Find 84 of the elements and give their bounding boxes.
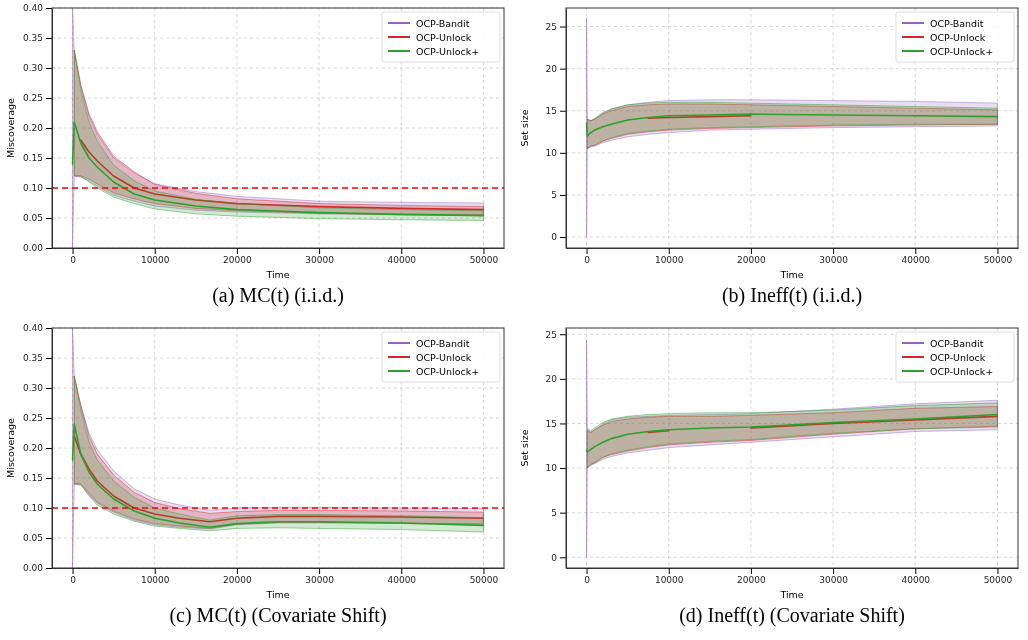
x-tick-label: 30000: [305, 255, 335, 266]
y-axis-title: Miscoverage: [5, 417, 16, 478]
text: (d) Ineff(t) (Covariate Shift): [679, 604, 905, 627]
x-tick-label: 30000: [819, 255, 849, 266]
x-tick-label: 0: [584, 575, 591, 586]
x-tick-label: 50000: [983, 255, 1013, 266]
line-series: [585, 413, 999, 453]
y-tick-label: 0.05: [22, 213, 43, 224]
x-tick-label: 0: [70, 575, 77, 586]
y-tick-label: 0.35: [22, 33, 43, 44]
y-tick-label: 0.00: [22, 563, 44, 574]
y-axis-title: Miscoverage: [5, 97, 16, 158]
y-tick-label: 10: [545, 148, 558, 159]
x-tick-label: 10000: [140, 255, 170, 266]
x-tick-label: 50000: [983, 575, 1013, 586]
x-tick-label: 40000: [387, 255, 417, 266]
x-axis-title: Time: [265, 589, 290, 600]
y-tick-label: 0.30: [22, 383, 44, 394]
y-tick-label: 0.00: [22, 243, 44, 254]
y-tick-label: 0.20: [22, 443, 44, 454]
y-tick-label: 0.30: [22, 63, 44, 74]
x-axis-title: Time: [779, 589, 804, 600]
x-tick-label: 40000: [387, 575, 417, 586]
y-tick-label: 0.25: [22, 413, 43, 424]
y-axis-title: Set size: [519, 109, 530, 147]
y-tick-label: 0.40: [22, 3, 44, 14]
y-tick-label: 15: [545, 106, 557, 117]
legend-label: OCP-Unlock+: [416, 45, 480, 57]
y-tick-label: 10: [545, 463, 558, 474]
y-tick-label: 0.10: [22, 183, 44, 194]
y-tick-label: 0.15: [22, 473, 43, 484]
legend-label: OCP-Bandit: [416, 17, 470, 29]
x-axis-title: Time: [779, 269, 804, 280]
y-tick-label: 0.20: [22, 123, 44, 134]
x-tick-label: 20000: [223, 575, 252, 586]
x-tick-label: 30000: [819, 575, 849, 586]
x-tick-label: 20000: [737, 575, 766, 586]
legend-label: OCP-Unlock: [416, 351, 472, 363]
y-tick-label: 0: [551, 552, 558, 563]
legend-label: OCP-Unlock: [416, 31, 472, 43]
x-tick-label: 10000: [654, 575, 684, 586]
line-series: [73, 435, 485, 523]
x-tick-label: 10000: [654, 255, 684, 266]
text: (a) MC(t) (i.i.d.): [212, 284, 344, 307]
text: (c) MC(t) (Covariate Shift): [169, 604, 387, 627]
x-tick-label: 10000: [140, 575, 170, 586]
legend-label: OCP-Unlock+: [930, 365, 994, 377]
x-tick-label: 20000: [737, 255, 766, 266]
y-tick-label: 25: [545, 21, 557, 32]
legend-label: OCP-Unlock+: [930, 45, 994, 57]
line-series: [585, 113, 999, 137]
legend-label: OCP-Unlock: [930, 351, 986, 363]
y-tick-label: 0.40: [22, 323, 44, 334]
legend-label: OCP-Unlock+: [416, 365, 480, 377]
y-tick-label: 0.35: [22, 353, 43, 364]
x-axis-title: Time: [265, 269, 290, 280]
x-tick-label: 50000: [469, 575, 499, 586]
x-tick-label: 50000: [469, 255, 499, 266]
x-tick-label: 0: [70, 255, 77, 266]
legend-label: OCP-Bandit: [930, 17, 984, 29]
y-axis-title: Set size: [519, 429, 530, 467]
y-tick-label: 0.15: [22, 153, 43, 164]
y-tick-label: 0: [551, 232, 558, 243]
y-tick-label: 0.25: [22, 93, 43, 104]
text: (b) Ineff(t) (i.i.d.): [721, 284, 863, 307]
x-tick-label: 0: [584, 255, 591, 266]
line-series: [71, 423, 485, 528]
y-tick-label: 0.10: [22, 503, 44, 514]
x-tick-label: 30000: [305, 575, 335, 586]
y-tick-label: 0.05: [22, 533, 43, 544]
y-tick-label: 20: [545, 64, 558, 75]
x-tick-label: 40000: [901, 255, 931, 266]
y-tick-label: 25: [545, 329, 557, 340]
legend-label: OCP-Unlock: [930, 31, 986, 43]
y-tick-label: 5: [551, 508, 557, 519]
x-tick-label: 20000: [223, 255, 252, 266]
legend-label: OCP-Bandit: [416, 337, 470, 349]
y-tick-label: 20: [545, 374, 558, 385]
line-series: [71, 121, 485, 217]
y-tick-label: 5: [551, 190, 557, 201]
line-series: [79, 139, 485, 211]
x-tick-label: 40000: [901, 575, 931, 586]
legend-label: OCP-Bandit: [930, 337, 984, 349]
y-tick-label: 15: [545, 418, 557, 429]
